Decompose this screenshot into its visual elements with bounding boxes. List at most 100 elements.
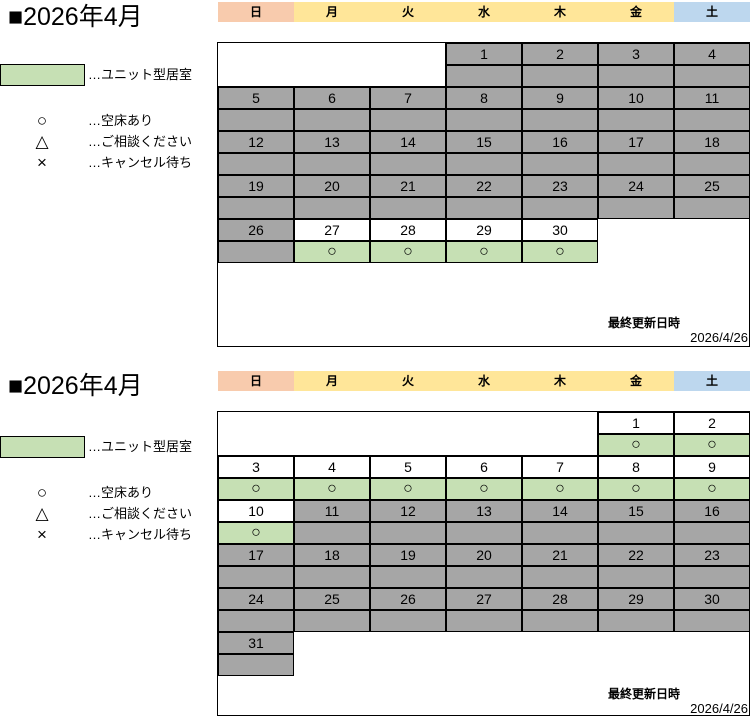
availability-cell-10: ○ <box>218 522 294 544</box>
unit-room-swatch <box>0 64 85 86</box>
date-cell-1: 1 <box>598 412 674 434</box>
date-cell-24: 24 <box>598 175 674 197</box>
last-updated-label: 最終更新日時 <box>607 687 680 701</box>
date-cell-7: 7 <box>370 87 446 109</box>
availability-cell-28: ○ <box>370 241 446 263</box>
date-cell-30: 30 <box>522 219 598 241</box>
availability-cell-4: ○ <box>294 478 370 500</box>
availability-cell-13 <box>294 153 370 175</box>
legend-symbol-cross-icon: × <box>37 525 47 544</box>
weekday-header-6: 土 <box>674 371 750 391</box>
availability-cell-18 <box>674 153 750 175</box>
availability-cell-7: ○ <box>522 478 598 500</box>
availability-cell-3: ○ <box>218 478 294 500</box>
legend-label: …ご相談ください <box>88 506 193 521</box>
date-cell-16: 16 <box>674 500 750 522</box>
availability-cell-14 <box>370 153 446 175</box>
availability-cell-1: ○ <box>598 434 674 456</box>
availability-cell-6: ○ <box>446 478 522 500</box>
unit-room-label: …ユニット型居室 <box>88 439 193 454</box>
availability-cell-12 <box>218 153 294 175</box>
date-cell-17: 17 <box>598 131 674 153</box>
legend-symbol-circle-icon: ○ <box>36 111 48 130</box>
availability-cell-8: ○ <box>598 478 674 500</box>
date-cell-2: 2 <box>522 43 598 65</box>
weekday-header-5: 金 <box>598 371 674 391</box>
calendar-1: ■2026年4月 日月火水木金土 …ユニット型居室 ○ …空床あり △ …ご相談ください × …… <box>0 0 752 350</box>
legend-symbol-cross-icon: × <box>37 153 47 172</box>
weekday-header-3: 水 <box>446 371 522 391</box>
availability-cell-27: ○ <box>294 241 370 263</box>
date-cell-3: 3 <box>598 43 674 65</box>
date-cell-14: 14 <box>370 131 446 153</box>
date-cell-15: 15 <box>598 500 674 522</box>
date-cell-20: 20 <box>446 544 522 566</box>
availability-cell-25 <box>674 197 750 219</box>
date-cell-12: 12 <box>218 131 294 153</box>
legend-symbol-triangle-icon: △ <box>35 504 49 523</box>
date-cell-10: 10 <box>218 500 294 522</box>
date-cell-19: 19 <box>218 175 294 197</box>
availability-cell-23 <box>522 197 598 219</box>
date-cell-7: 7 <box>522 456 598 478</box>
availability-cell-17 <box>598 153 674 175</box>
date-cell-18: 18 <box>294 544 370 566</box>
availability-cell-17 <box>218 566 294 588</box>
availability-cell-19 <box>370 566 446 588</box>
date-cell-6: 6 <box>446 456 522 478</box>
availability-cell-3 <box>598 65 674 87</box>
availability-cell-15 <box>598 522 674 544</box>
weekday-header-0: 日 <box>218 2 294 22</box>
date-cell-26: 26 <box>370 588 446 610</box>
date-cell-13: 13 <box>446 500 522 522</box>
availability-cell-14 <box>522 522 598 544</box>
availability-cell-29: ○ <box>446 241 522 263</box>
availability-cell-1 <box>446 65 522 87</box>
availability-cell-19 <box>218 197 294 219</box>
date-cell-12: 12 <box>370 500 446 522</box>
unit-room-label: …ユニット型居室 <box>88 67 193 82</box>
availability-cell-20 <box>446 566 522 588</box>
availability-cell-24 <box>598 197 674 219</box>
availability-cell-30 <box>674 610 750 632</box>
date-cell-28: 28 <box>522 588 598 610</box>
weekday-header-4: 木 <box>522 2 598 22</box>
date-cell-8: 8 <box>446 87 522 109</box>
date-cell-15: 15 <box>446 131 522 153</box>
legend-label: …キャンセル待ち <box>88 155 193 170</box>
availability-cell-18 <box>294 566 370 588</box>
weekday-header-3: 水 <box>446 2 522 22</box>
availability-cell-15 <box>446 153 522 175</box>
availability-cell-4 <box>674 65 750 87</box>
availability-cell-29 <box>598 610 674 632</box>
availability-cell-21 <box>522 566 598 588</box>
date-cell-1: 1 <box>446 43 522 65</box>
last-updated-label: 最終更新日時 <box>607 316 680 330</box>
availability-cell-23 <box>674 566 750 588</box>
date-cell-27: 27 <box>446 588 522 610</box>
date-cell-11: 11 <box>674 87 750 109</box>
date-cell-21: 21 <box>370 175 446 197</box>
date-cell-9: 9 <box>522 87 598 109</box>
availability-cell-6 <box>294 109 370 131</box>
availability-cell-30: ○ <box>522 241 598 263</box>
date-cell-25: 25 <box>294 588 370 610</box>
date-cell-14: 14 <box>522 500 598 522</box>
weekday-header-1: 月 <box>294 2 370 22</box>
availability-cell-27 <box>446 610 522 632</box>
date-cell-22: 22 <box>446 175 522 197</box>
date-cell-5: 5 <box>370 456 446 478</box>
date-cell-22: 22 <box>598 544 674 566</box>
date-cell-29: 29 <box>446 219 522 241</box>
availability-cell-11 <box>294 522 370 544</box>
availability-cell-8 <box>446 109 522 131</box>
weekday-header-5: 金 <box>598 2 674 22</box>
availability-cell-21 <box>370 197 446 219</box>
legend-label: …空床あり <box>88 485 154 500</box>
availability-cell-7 <box>370 109 446 131</box>
weekday-header-2: 火 <box>370 371 446 391</box>
weekday-header-2: 火 <box>370 2 446 22</box>
availability-cell-26 <box>370 610 446 632</box>
availability-cell-11 <box>674 109 750 131</box>
date-cell-17: 17 <box>218 544 294 566</box>
